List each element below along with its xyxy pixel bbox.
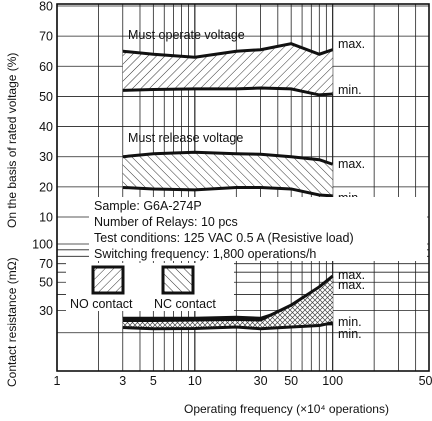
sample-text: Sample: G6A-274P: [94, 199, 202, 213]
y-axis-title-bottom: Contact resistance (mΩ): [5, 257, 19, 387]
y-tick-label-top: 60: [39, 60, 53, 74]
y-tick-label-bottom: 50: [39, 276, 53, 290]
release-max-label: max.: [338, 157, 365, 171]
x-tick-label: 1: [54, 374, 61, 388]
no-min-label: min.: [338, 315, 362, 329]
x-axis-title: Operating frequency (×10⁴ operations): [184, 402, 389, 416]
y-tick-label-top: 40: [39, 120, 53, 134]
y-tick-label-bottom: 100: [32, 238, 53, 252]
operate-band-min-line: [122, 86, 333, 97]
y-tick-label-top: 30: [39, 150, 53, 164]
nc-min-label: min.: [338, 327, 362, 341]
frequency-text: Switching frequency: 1,800 operations/h: [94, 247, 316, 261]
x-tick-label: 100: [322, 374, 343, 388]
nc-contact-band-min-line: [122, 321, 333, 331]
data-bands: [122, 42, 334, 331]
operate-band-max-line: [122, 42, 334, 59]
legend-label-no: NO contact: [70, 297, 133, 311]
x-tick-label: 3: [119, 374, 126, 388]
release-band-min-line: [122, 185, 333, 198]
plot-border: [56, 3, 430, 372]
band-label-release: Must release voltage: [128, 131, 243, 145]
operate-min-label: min.: [338, 83, 362, 97]
release-band-max-line: [122, 150, 334, 166]
nc-contact-band-fill: [122, 276, 333, 329]
plot-frame: [56, 3, 430, 372]
x-tick-label: 30: [254, 374, 268, 388]
x-tick-label: 500: [419, 374, 432, 388]
legend-swatch-no: [91, 265, 125, 295]
nc-max-label: max.: [338, 268, 365, 282]
x-tick-label: 5: [150, 374, 157, 388]
y-tick-label-top: 80: [39, 0, 53, 14]
x-tick-label: 10: [188, 374, 202, 388]
relays-text: Number of Relays: 10 pcs: [94, 215, 238, 229]
y-tick-label-bottom: 70: [39, 257, 53, 271]
conditions-text: Test conditions: 125 VAC 0.5 A (Resistiv…: [94, 231, 354, 245]
y-tick-label-top: 20: [39, 180, 53, 194]
x-tick-label: 50: [284, 374, 298, 388]
y-tick-label-top: 50: [39, 90, 53, 104]
no-max-label: max.: [338, 278, 365, 292]
y-tick-label-bottom: 30: [39, 304, 53, 318]
y-tick-label-top: 10: [39, 211, 53, 225]
y-tick-label-top: 70: [39, 30, 53, 44]
nc-contact-band-max-line: [122, 274, 334, 322]
legend-swatch-nc: [161, 265, 195, 295]
legend-label-nc: NC contact: [154, 297, 216, 311]
info-box: [89, 197, 427, 261]
y-axis-title-top: On the basis of rated voltage (%): [5, 53, 19, 228]
release-band-fill: [122, 152, 333, 196]
band-label-operate: Must operate voltage: [128, 28, 245, 42]
legend: NO contact NC contact: [66, 263, 234, 311]
tick-labels: 1 3 5 10 30 50 100 500 10 20 30 40 50 60 70 80 30 50 70 100: [32, 0, 432, 388]
operate-max-label: max.: [338, 37, 365, 51]
